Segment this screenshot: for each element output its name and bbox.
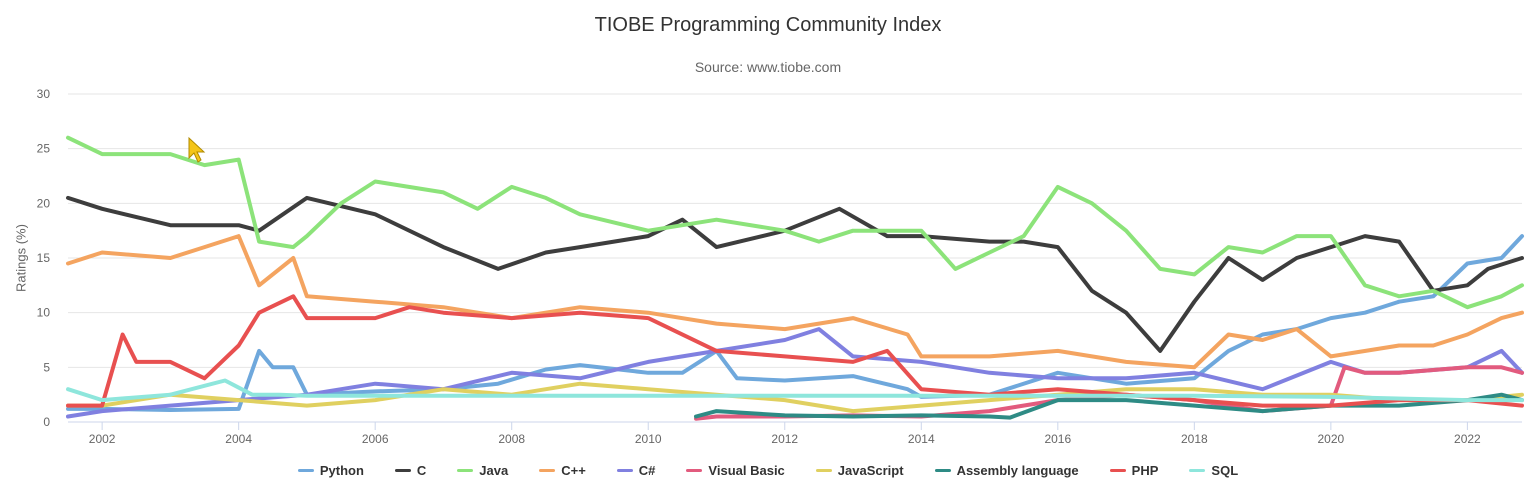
y-tick-label: 15 [37, 251, 51, 265]
legend-label: JavaScript [837, 463, 904, 478]
legend-label: Python [319, 463, 364, 478]
legend-swatch [394, 469, 411, 472]
x-axis: 2002 2004 2006 2008 2010 2012 2014 2016 2018 2020… [68, 421, 1522, 446]
legend-swatch [815, 469, 832, 472]
legend-label: PHP [1131, 463, 1159, 478]
legend-label: SQL [1211, 463, 1239, 478]
x-tick-label: 2014 [908, 432, 935, 446]
legend-swatch [934, 469, 951, 472]
legend-item-assembly-language[interactable]: Assembly language [934, 463, 1079, 478]
series-line-sql [66, 378, 1524, 403]
legend-item-python[interactable]: Python [297, 463, 364, 478]
legend-swatch [686, 469, 703, 472]
legend-item-sql[interactable]: SQL [1189, 463, 1238, 478]
chart-plot-area: 0 5 10 15 20 25 30 2002 2004 2006 2008 2010 2012 201… [37, 87, 1524, 446]
x-tick-label: 2004 [225, 432, 252, 446]
legend-item-c[interactable]: C [394, 463, 427, 478]
x-tick-label: 2018 [1181, 432, 1208, 446]
y-tick-label: 0 [43, 415, 50, 429]
legend-swatch [297, 469, 314, 472]
legend-swatch [1109, 469, 1126, 472]
x-tick-label: 2020 [1318, 432, 1345, 446]
y-tick-label: 5 [43, 360, 50, 374]
x-tick-label: 2016 [1044, 432, 1071, 446]
pointer-arrow-icon [188, 136, 206, 163]
legend-label: Visual Basic [708, 463, 785, 478]
x-tick-label: 2002 [89, 432, 116, 446]
legend-item-javascript[interactable]: JavaScript [815, 463, 904, 478]
legend-item-c-[interactable]: C++ [539, 463, 586, 478]
series-line-java [66, 135, 1524, 310]
legend-swatch [616, 469, 633, 472]
series-lines [66, 135, 1524, 421]
x-tick-label: 2010 [635, 432, 662, 446]
legend-item-php[interactable]: PHP [1109, 463, 1159, 478]
legend-label: C# [638, 463, 656, 478]
legend-item-java[interactable]: Java [457, 463, 508, 478]
legend-label: C++ [561, 463, 586, 478]
legend-item-visual-basic[interactable]: Visual Basic [686, 463, 785, 478]
series-line-php [66, 294, 1524, 408]
y-tick-label: 20 [37, 196, 51, 210]
y-tick-label: 10 [37, 306, 51, 320]
y-tick-label: 30 [37, 87, 51, 101]
y-tick-label: 25 [37, 142, 51, 156]
legend-item-c-[interactable]: C# [616, 463, 656, 478]
chart-subtitle: Source: www.tiobe.com [694, 59, 842, 75]
legend-swatch [1189, 469, 1206, 472]
series-line-c- [66, 234, 1524, 370]
legend-label: Java [479, 463, 509, 478]
x-tick-label: 2006 [362, 432, 389, 446]
series-line-python [66, 234, 1524, 412]
legend: Python C Java C++ C# Visual Basic JavaScript As… [0, 463, 1536, 478]
chart-title: TIOBE Programming Community Index [594, 14, 942, 36]
y-axis-ticks: 0 5 10 15 20 25 30 [37, 87, 51, 429]
legend-swatch [539, 469, 556, 472]
legend-label: C [416, 463, 427, 478]
series-line-assembly-language [694, 392, 1524, 420]
x-tick-label: 2008 [498, 432, 525, 446]
legend-label: Assembly language [956, 463, 1079, 478]
x-tick-label: 2012 [771, 432, 798, 446]
series-line-c [66, 195, 1524, 353]
x-tick-label: 2022 [1454, 432, 1481, 446]
legend-swatch [457, 469, 474, 472]
